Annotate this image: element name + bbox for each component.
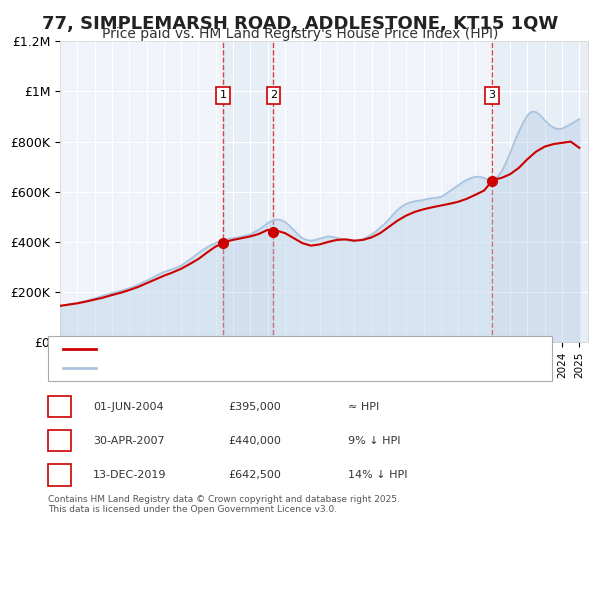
Text: 01-JUN-2004: 01-JUN-2004	[93, 402, 164, 411]
Text: 30-APR-2007: 30-APR-2007	[93, 436, 164, 445]
Bar	[492, 41, 588, 342]
Text: £440,000: £440,000	[228, 436, 281, 445]
Text: 77, SIMPLEMARSH ROAD, ADDLESTONE, KT15 1QW: 77, SIMPLEMARSH ROAD, ADDLESTONE, KT15 1…	[42, 15, 558, 33]
Text: 77, SIMPLEMARSH ROAD, ADDLESTONE, KT15 1QW (detached house): 77, SIMPLEMARSH ROAD, ADDLESTONE, KT15 1…	[102, 344, 463, 353]
Text: 1: 1	[56, 402, 63, 411]
Text: 2: 2	[270, 90, 277, 100]
Text: 9% ↓ HPI: 9% ↓ HPI	[348, 436, 401, 445]
Text: Price paid vs. HM Land Registry's House Price Index (HPI): Price paid vs. HM Land Registry's House …	[102, 27, 498, 41]
Text: £642,500: £642,500	[228, 470, 281, 480]
Text: 1: 1	[220, 90, 227, 100]
Text: HPI: Average price, detached house, Runnymede: HPI: Average price, detached house, Runn…	[102, 363, 357, 373]
Text: £395,000: £395,000	[228, 402, 281, 411]
Text: Contains HM Land Registry data © Crown copyright and database right 2025.
This d: Contains HM Land Registry data © Crown c…	[48, 495, 400, 514]
Text: 3: 3	[56, 470, 63, 480]
Text: ≈ HPI: ≈ HPI	[348, 402, 379, 411]
Text: 13-DEC-2019: 13-DEC-2019	[93, 470, 167, 480]
Text: 2: 2	[56, 436, 63, 445]
Bar	[223, 41, 274, 342]
Text: 3: 3	[488, 90, 496, 100]
Text: 14% ↓ HPI: 14% ↓ HPI	[348, 470, 407, 480]
